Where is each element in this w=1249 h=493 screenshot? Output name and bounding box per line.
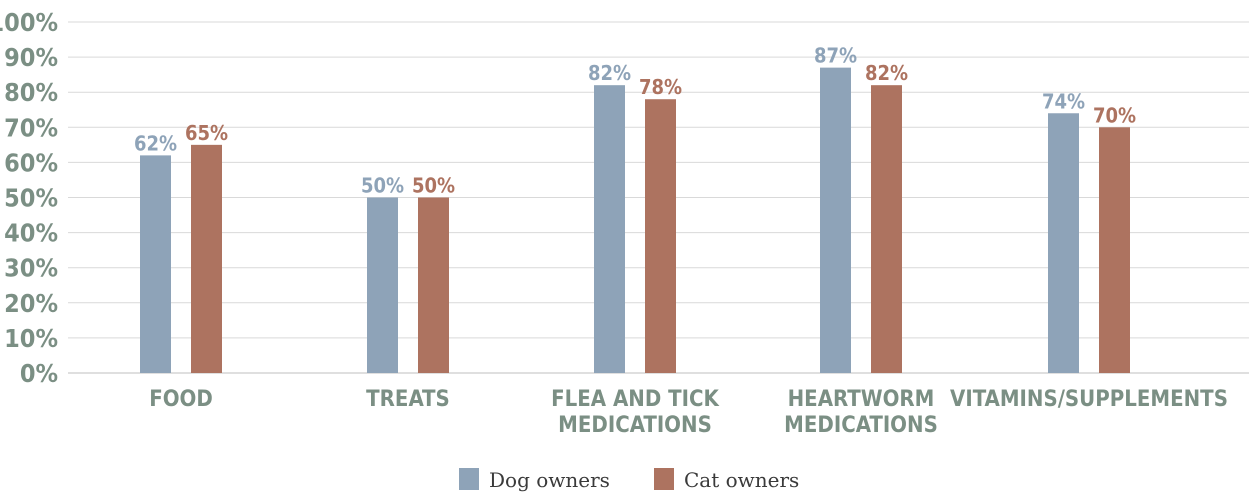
bar	[191, 144, 222, 373]
bar	[367, 197, 398, 373]
y-tick-label: 70%	[4, 113, 58, 142]
x-tick-label: FOOD	[149, 387, 213, 412]
bars	[140, 67, 1130, 374]
x-tick-label: FLEA AND TICK MEDICATIONS	[551, 387, 719, 438]
bar	[418, 197, 449, 373]
bar	[1048, 113, 1079, 373]
data-label: 65%	[185, 121, 228, 145]
y-tick-label: 30%	[4, 254, 58, 283]
bar	[645, 99, 676, 373]
data-label: 78%	[639, 75, 682, 99]
data-label: 50%	[361, 174, 404, 198]
bar	[871, 85, 902, 374]
data-labels: 62% 65% 50% 50% 82% 78% 87% 82% 74% 70%	[134, 44, 1136, 198]
y-tick-label: 20%	[4, 289, 58, 318]
legend-label: Dog owners	[489, 468, 610, 492]
legend: Dog owners Cat owners	[459, 468, 799, 492]
legend-label: Cat owners	[684, 468, 799, 492]
data-label: 50%	[412, 174, 455, 198]
y-tick-label: 60%	[4, 148, 58, 177]
x-tick-label: HEARTWORM MEDICATIONS	[784, 387, 938, 438]
data-label: 82%	[865, 61, 908, 85]
y-tick-label: 80%	[4, 78, 58, 107]
y-tick-label: 90%	[4, 43, 58, 72]
data-label: 74%	[1042, 89, 1085, 113]
legend-swatch	[654, 468, 674, 490]
data-label: 87%	[814, 44, 857, 68]
y-tick-label: 40%	[4, 219, 58, 248]
x-tick-label: TREATS	[366, 387, 450, 412]
x-axis: FOOD TREATS FLEA AND TICK MEDICATIONS HEARTW…	[149, 387, 1228, 438]
y-tick-label: 10%	[4, 324, 58, 353]
data-label: 62%	[134, 131, 177, 155]
bar	[820, 67, 851, 373]
bar	[1099, 127, 1130, 373]
y-axis: 0% 10% 20% 30% 40% 50% 60% 70% 80% 90% 100%	[0, 8, 58, 388]
data-label: 70%	[1093, 103, 1136, 127]
data-label: 82%	[588, 61, 631, 85]
y-tick-label: 50%	[4, 184, 58, 213]
bar	[140, 155, 171, 373]
x-tick-label: VITAMINS/SUPPLEMENTS	[950, 387, 1228, 412]
legend-swatch	[459, 468, 479, 490]
y-tick-label: 0%	[20, 359, 58, 388]
bar	[594, 85, 625, 374]
y-tick-label: 100%	[0, 8, 58, 37]
